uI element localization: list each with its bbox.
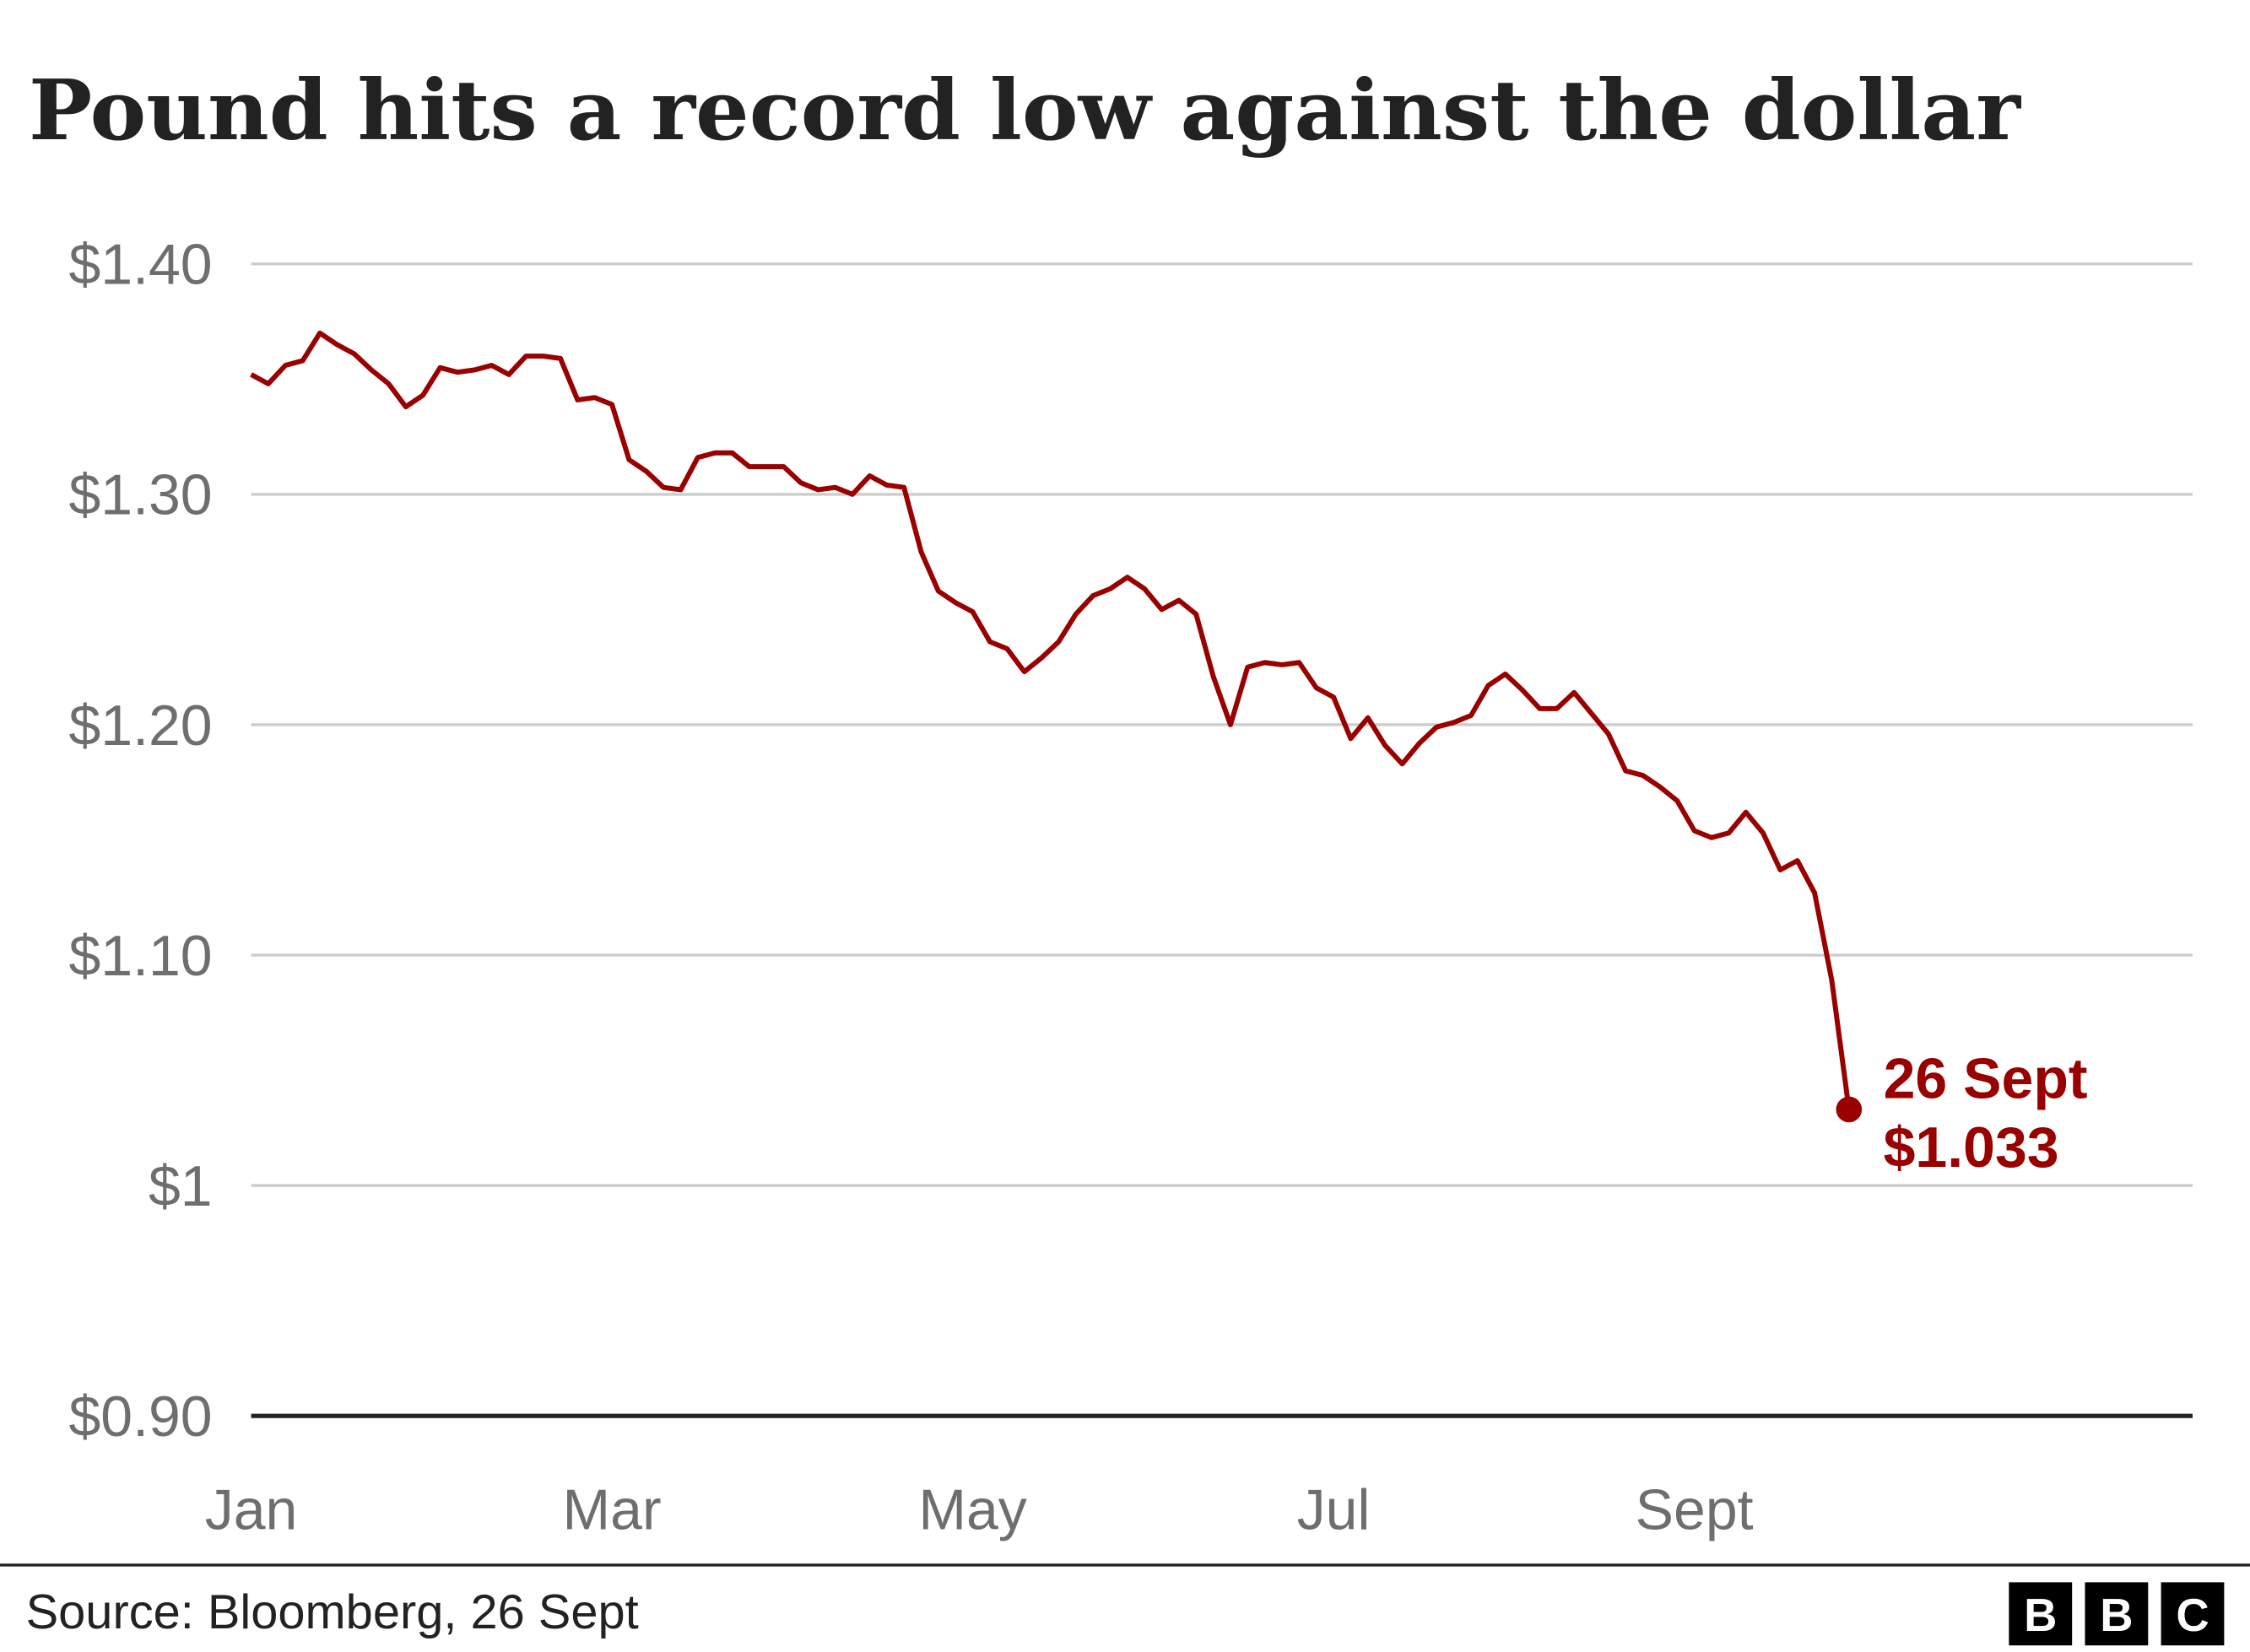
x-tick-label: Sept (1636, 1477, 1754, 1541)
y-tick-label: $1.10 (68, 924, 212, 988)
x-tick-label: Mar (563, 1477, 662, 1541)
value-label: $1.033 (1884, 1115, 2059, 1180)
x-tick-label: Jul (1297, 1477, 1371, 1541)
y-tick-label: $1 (149, 1154, 213, 1218)
end-point (1836, 1096, 1863, 1123)
logo-letter: B (2100, 1590, 2133, 1641)
y-tick-label: $0.90 (68, 1385, 212, 1449)
logo-box (2085, 1582, 2149, 1646)
line (250, 330, 1852, 1110)
chart-title: Pound hits a record low against the doll… (29, 62, 2021, 159)
logo-letter: B (2024, 1590, 2057, 1641)
y-tick-label: $1.20 (68, 694, 212, 758)
logo-box (2161, 1582, 2225, 1646)
y-tick-label: $1.40 (68, 233, 212, 297)
y-tick-label: $1.30 (68, 463, 212, 527)
logo-letter: C (2176, 1590, 2209, 1641)
x-tick-label: Jan (205, 1477, 298, 1541)
logo: B B C (2009, 1582, 2225, 1646)
source: Source: Bloomberg, 26 Sept (26, 1585, 639, 1639)
x-tick-label: May (918, 1477, 1026, 1541)
annotation: 26 Sept (1884, 1046, 2088, 1110)
logo-box (2009, 1582, 2073, 1646)
